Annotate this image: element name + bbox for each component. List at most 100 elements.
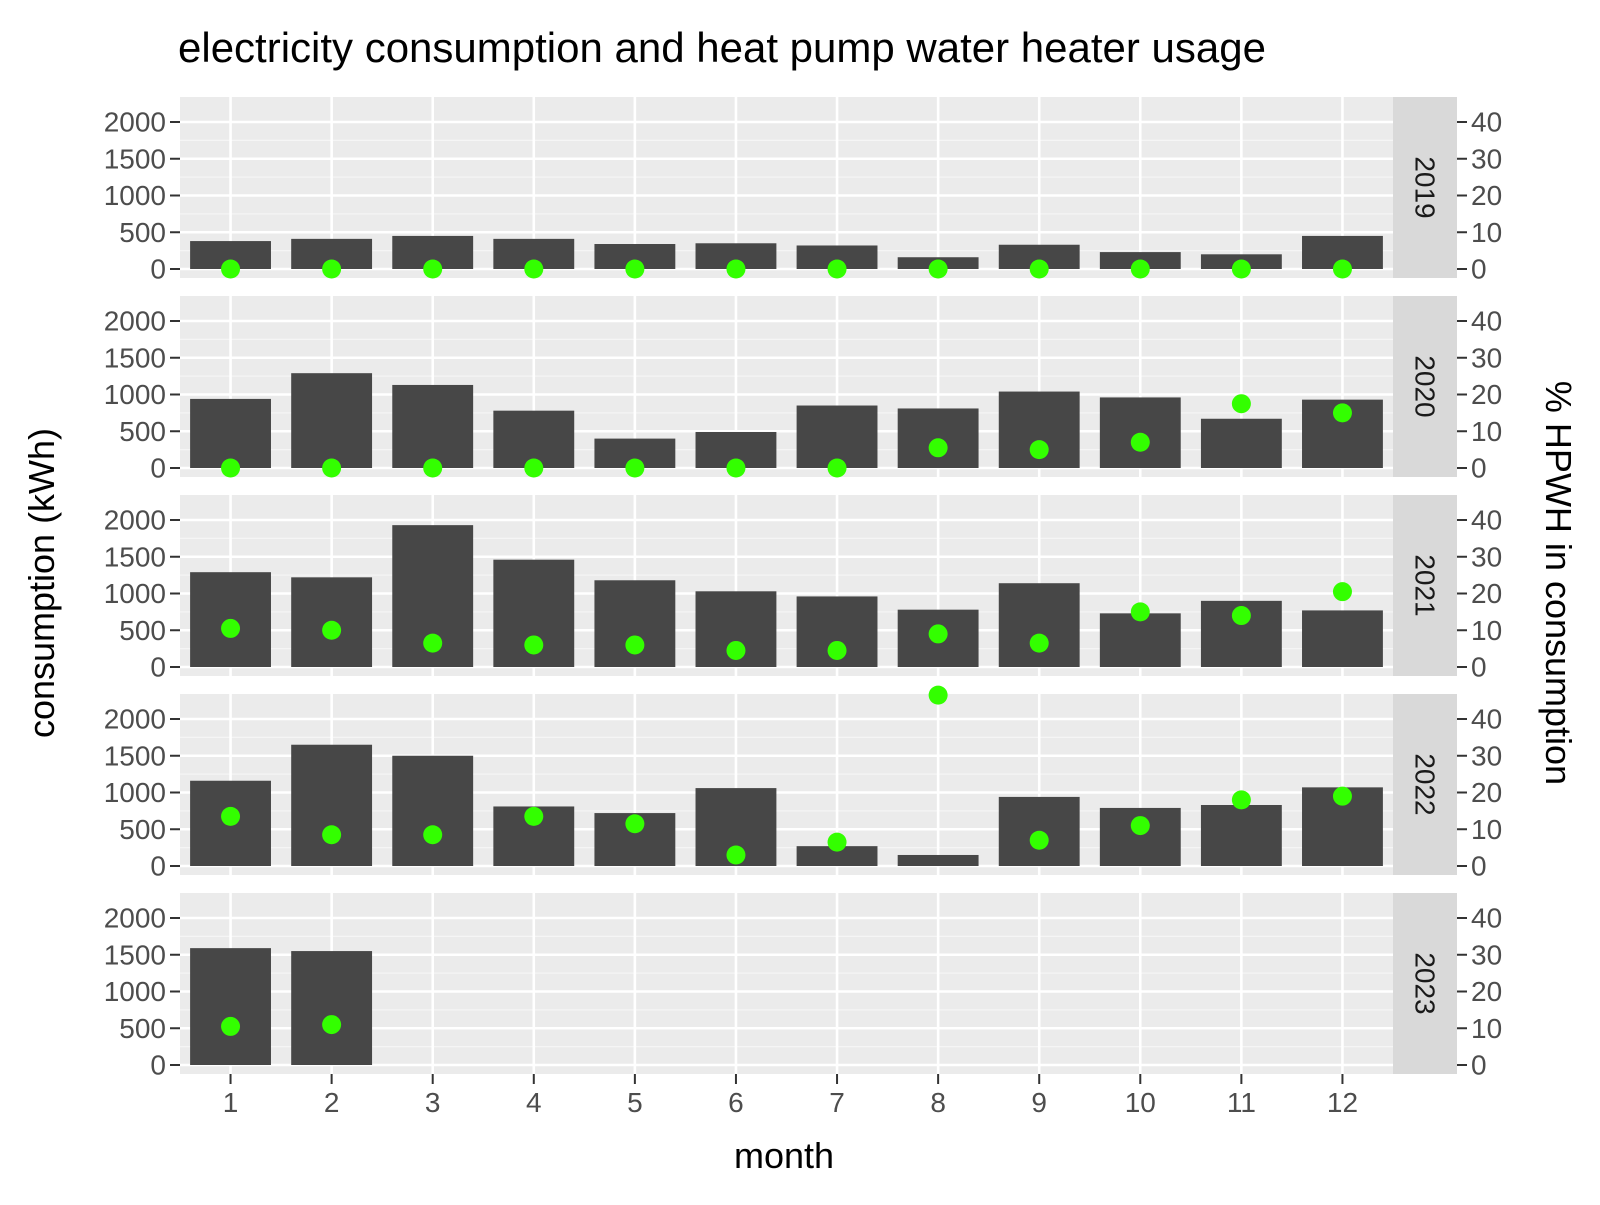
x-axis: 1 2 3 4 5 6 7 8 9 10 11 12 [223, 1074, 1358, 1118]
x-tick-label: 1 [223, 1087, 239, 1118]
point-2021-month-2 [322, 620, 342, 640]
bar-2020-month-10 [1099, 397, 1181, 468]
y2-tick-label: 0 [1471, 1050, 1487, 1081]
strip-label: 2019 [1410, 156, 1441, 218]
strip-background [1393, 97, 1457, 278]
bar-2022-month-2 [291, 744, 373, 866]
facet-panel-2022: 2022 0 500 1000 1500 2000 0 10 20 30 40 [104, 685, 1502, 882]
y2-tick-label: 40 [1471, 903, 1502, 934]
bar-2020-month-8 [897, 408, 979, 468]
y-tick-label: 1000 [104, 578, 166, 609]
y-tick-label: 500 [119, 814, 166, 845]
y2-tick-label: 10 [1471, 814, 1502, 845]
y-tick-label: 1500 [104, 541, 166, 572]
y2-tick-label: 20 [1471, 180, 1502, 211]
y-tick-label: 1500 [104, 939, 166, 970]
point-2020-month-5 [625, 458, 645, 478]
panel-background [180, 694, 1393, 875]
y-tick-label: 1500 [104, 143, 166, 174]
y-tick-label: 2000 [104, 107, 166, 138]
point-2023-month-2 [322, 1015, 342, 1035]
secondary-y-axis-title: % HPWH in consumption [1538, 381, 1579, 785]
point-2019-month-11 [1231, 259, 1251, 279]
point-2019-month-9 [1029, 259, 1049, 279]
y-tick-label: 0 [150, 851, 166, 882]
y2-tick-label: 0 [1471, 652, 1487, 683]
y-tick-label: 500 [119, 615, 166, 646]
x-tick-label: 4 [526, 1087, 542, 1118]
facet-panel-2020: 2020 0 500 1000 1500 2000 0 10 20 30 40 [104, 296, 1502, 484]
point-2021-month-5 [625, 635, 645, 655]
point-2019-month-8 [928, 259, 948, 279]
point-2019-month-3 [423, 259, 443, 279]
point-2020-month-6 [726, 458, 746, 478]
point-2021-month-6 [726, 640, 746, 660]
point-2019-month-6 [726, 259, 746, 279]
y-tick-label: 0 [150, 254, 166, 285]
point-2020-month-10 [1130, 432, 1150, 452]
bar-2020-month-11 [1200, 418, 1282, 468]
point-2021-month-10 [1130, 602, 1150, 622]
facet-panel-2019: 2019 0 500 1000 1500 2000 0 10 20 30 40 [104, 97, 1502, 285]
y2-tick-label: 20 [1471, 578, 1502, 609]
point-2022-month-8 [928, 685, 948, 705]
point-2020-month-8 [928, 438, 948, 458]
y2-tick-label: 30 [1471, 740, 1502, 771]
y-axis-title: consumption (kWh) [21, 428, 62, 738]
y-tick-label: 2000 [104, 306, 166, 337]
point-2020-month-3 [423, 458, 443, 478]
point-2022-month-7 [827, 832, 847, 852]
y2-tick-label: 10 [1471, 416, 1502, 447]
point-2019-month-1 [221, 259, 241, 279]
point-2019-month-12 [1332, 259, 1352, 279]
strip-label: 2021 [1410, 554, 1441, 616]
y-tick-label: 2000 [104, 704, 166, 735]
point-2022-month-11 [1231, 790, 1251, 810]
strip-label: 2020 [1410, 355, 1441, 417]
strip-background [1393, 296, 1457, 477]
point-2021-month-1 [221, 618, 241, 638]
point-2021-month-9 [1029, 633, 1049, 653]
strip-label: 2023 [1410, 952, 1441, 1014]
y2-tick-label: 40 [1471, 505, 1502, 536]
strip-background [1393, 495, 1457, 676]
bar-2020-month-2 [291, 373, 373, 468]
y-tick-label: 1500 [104, 342, 166, 373]
y2-tick-label: 10 [1471, 217, 1502, 248]
bar-2021-month-12 [1302, 610, 1383, 667]
y2-tick-label: 40 [1471, 306, 1502, 337]
chart-title: electricity consumption and heat pump wa… [178, 24, 1266, 71]
y2-tick-label: 20 [1471, 777, 1502, 808]
bar-2020-month-3 [392, 384, 474, 468]
point-2020-month-11 [1231, 394, 1251, 414]
facet-strip-2022: 2022 [1393, 694, 1457, 875]
strip-label: 2022 [1410, 753, 1441, 815]
y2-tick-label: 0 [1471, 851, 1487, 882]
panels-layer: 2019050010001500200001020304020200500100… [104, 97, 1502, 1081]
point-2021-month-4 [524, 635, 544, 655]
bar-2022-month-7 [796, 846, 878, 866]
x-tick-label: 7 [829, 1087, 845, 1118]
y-tick-label: 1000 [104, 777, 166, 808]
point-2021-month-7 [827, 640, 847, 660]
point-2020-month-9 [1029, 440, 1049, 460]
point-2019-month-5 [625, 259, 645, 279]
facet-strip-2020: 2020 [1393, 296, 1457, 477]
y2-tick-label: 20 [1471, 379, 1502, 410]
point-2019-month-2 [322, 259, 342, 279]
panel-background [180, 893, 1393, 1074]
point-2019-month-10 [1130, 259, 1150, 279]
y-tick-label: 500 [119, 1013, 166, 1044]
point-2020-month-4 [524, 458, 544, 478]
y-tick-label: 1000 [104, 379, 166, 410]
y2-tick-label: 30 [1471, 939, 1502, 970]
facet-strip-2021: 2021 [1393, 495, 1457, 676]
point-2020-month-2 [322, 458, 342, 478]
point-2022-month-6 [726, 845, 746, 865]
panel-background [180, 495, 1393, 676]
y2-tick-label: 0 [1471, 254, 1487, 285]
bar-2022-month-3 [392, 755, 474, 866]
point-2019-month-4 [524, 259, 544, 279]
y2-tick-label: 30 [1471, 143, 1502, 174]
